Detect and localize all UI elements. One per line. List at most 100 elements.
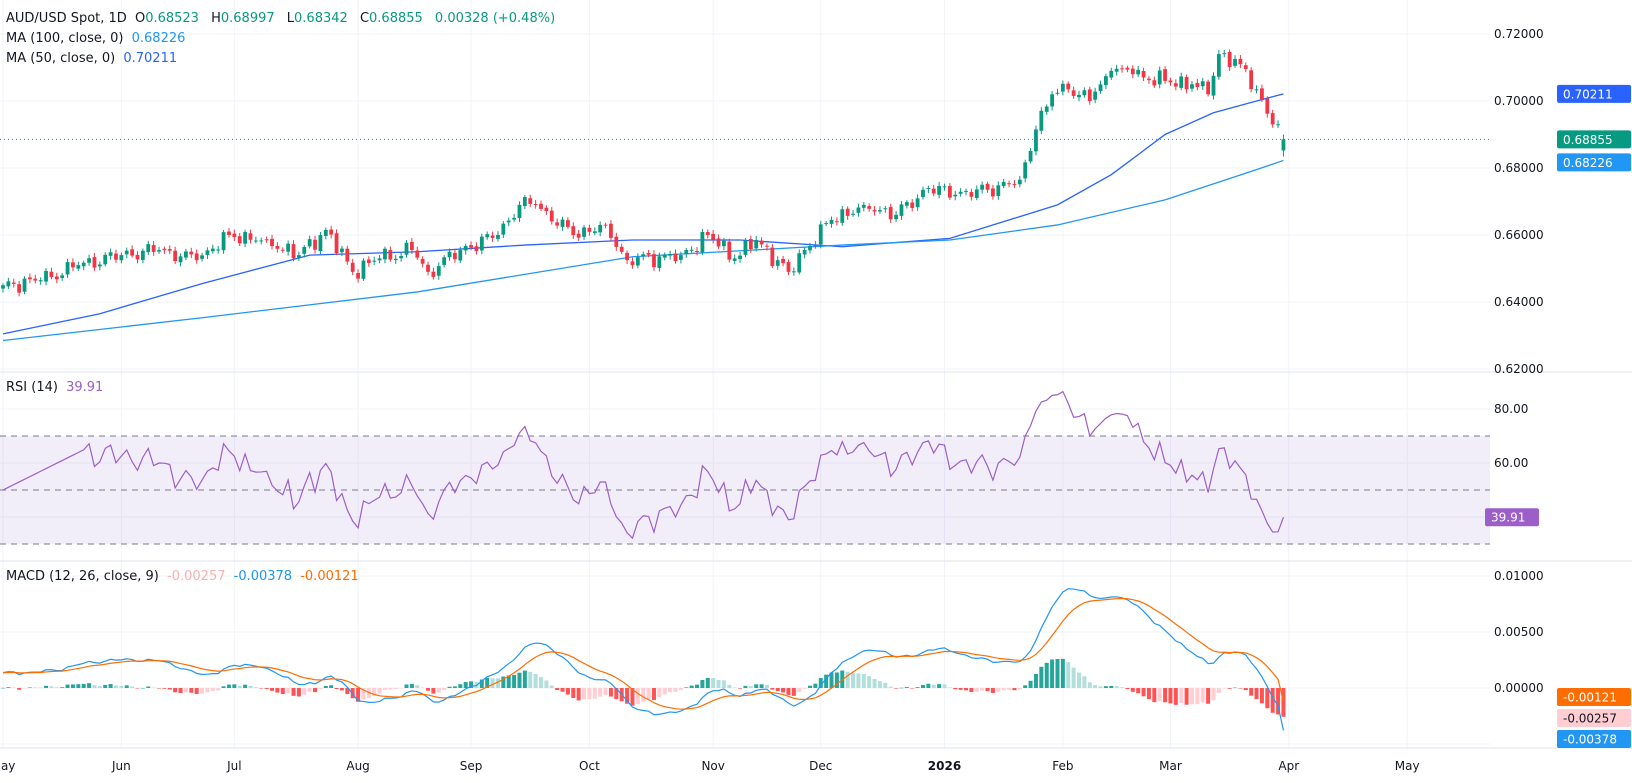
candle-body [657, 256, 662, 268]
candle-body [1093, 91, 1098, 100]
macd-hist-bar [1103, 686, 1108, 688]
last-price-tag-text: 0.68855 [1563, 133, 1613, 147]
candle [678, 251, 683, 264]
candle-body [458, 250, 463, 261]
macd-hist-bar [97, 686, 102, 688]
macd-hist-bar [980, 688, 985, 691]
macd-hist-bar [974, 688, 979, 692]
candle-body [576, 233, 581, 238]
candle-body [1012, 183, 1017, 185]
candle [856, 203, 861, 217]
candle-body [711, 233, 716, 240]
candle [253, 236, 258, 244]
candle [991, 184, 995, 200]
macd-hist-bar [969, 688, 974, 693]
ma100-legend[interactable]: MA (100, close, 0) 0.68226 [6, 31, 189, 46]
candle [270, 234, 274, 250]
candle-body [582, 227, 586, 237]
macd-hist-bar [797, 688, 802, 693]
candle [194, 249, 199, 264]
open-value: O0.68523 [135, 11, 203, 26]
macd-hist-bar [124, 685, 129, 688]
macd-hist-bar [178, 688, 183, 694]
macd-legend[interactable]: MACD (12, 26, close, 9) -0.00257 -0.0037… [6, 569, 363, 584]
macd-tick-label: 0.00000 [1494, 681, 1544, 695]
candle-body [393, 258, 398, 261]
macd-hist-bar [598, 688, 603, 697]
candle [727, 238, 732, 263]
macd-hist-bar [759, 684, 764, 688]
candle [910, 199, 915, 212]
candle-body [1, 285, 5, 289]
candle-body [38, 280, 43, 282]
macd-hist-bar [151, 687, 156, 689]
candle [6, 277, 11, 290]
candle-body [151, 245, 156, 252]
ma50-price-tag-text: 0.70211 [1563, 87, 1613, 101]
macd-hist-bar [232, 684, 237, 688]
candle [103, 252, 108, 267]
candle-body [695, 251, 699, 253]
candle-body [1281, 139, 1286, 151]
ma50-legend[interactable]: MA (50, close, 0) 0.70211 [6, 51, 181, 66]
macd-hist-bar [221, 686, 226, 688]
candle [716, 234, 721, 249]
candle-body [592, 231, 597, 234]
candle [835, 217, 839, 226]
macd-hist-bar [668, 688, 673, 693]
candle-body [1044, 106, 1049, 112]
macd-hist-bar [899, 687, 904, 689]
candle-body [329, 229, 334, 235]
candle [894, 210, 898, 222]
close-number: 0.68855 [369, 11, 423, 26]
macd-hist-bar [1270, 688, 1275, 713]
candle [921, 186, 925, 200]
symbol-legend: AUD/USD Spot, 1D O0.68523 H0.68997 L0.68… [6, 11, 559, 26]
macd-hist-bar [33, 687, 38, 688]
candle-body [216, 249, 221, 251]
macd-hist-bar [1173, 688, 1178, 705]
candle [1184, 74, 1189, 94]
candle-body [549, 210, 554, 222]
macd-hist-bar [684, 687, 689, 688]
candle [1077, 90, 1081, 102]
candle [1190, 81, 1194, 92]
candle-body [964, 190, 968, 192]
macd-hist-bar [44, 685, 49, 688]
candle-body [566, 220, 570, 227]
macd-hist-bar [307, 688, 312, 692]
candle-body [307, 239, 312, 247]
macd-hist-bar [996, 688, 1001, 692]
candle-body [87, 258, 91, 263]
candle-body [340, 248, 344, 253]
macd-hist-bar [748, 686, 753, 688]
candle-body [1109, 70, 1114, 78]
time-tick-label: Oct [579, 759, 600, 773]
candle [759, 237, 764, 248]
candle-body [829, 219, 834, 224]
candle [28, 273, 32, 284]
macd-hist-bar [302, 688, 307, 695]
candle-body [1114, 68, 1119, 72]
macd-hist-bar [334, 688, 339, 690]
candle [931, 184, 936, 197]
candle-body [173, 250, 178, 262]
candle [44, 268, 48, 286]
candle-body [54, 276, 59, 280]
candle [1179, 72, 1184, 91]
macd-hist-bar [361, 688, 366, 700]
candle-body [931, 188, 936, 194]
macd-hist-bar [313, 688, 318, 693]
candle-body [420, 258, 425, 264]
rsi-legend[interactable]: RSI (14) 39.91 [6, 380, 107, 395]
candle-body [974, 189, 979, 198]
candle-body [1028, 150, 1033, 162]
macd-hist-bar [947, 687, 952, 688]
macd-hist-bar [22, 688, 27, 689]
macd-hist-bar [243, 684, 248, 688]
candle [883, 205, 888, 213]
candle-body [431, 271, 436, 277]
macd-hist-bar [856, 673, 861, 688]
candle [614, 232, 619, 251]
